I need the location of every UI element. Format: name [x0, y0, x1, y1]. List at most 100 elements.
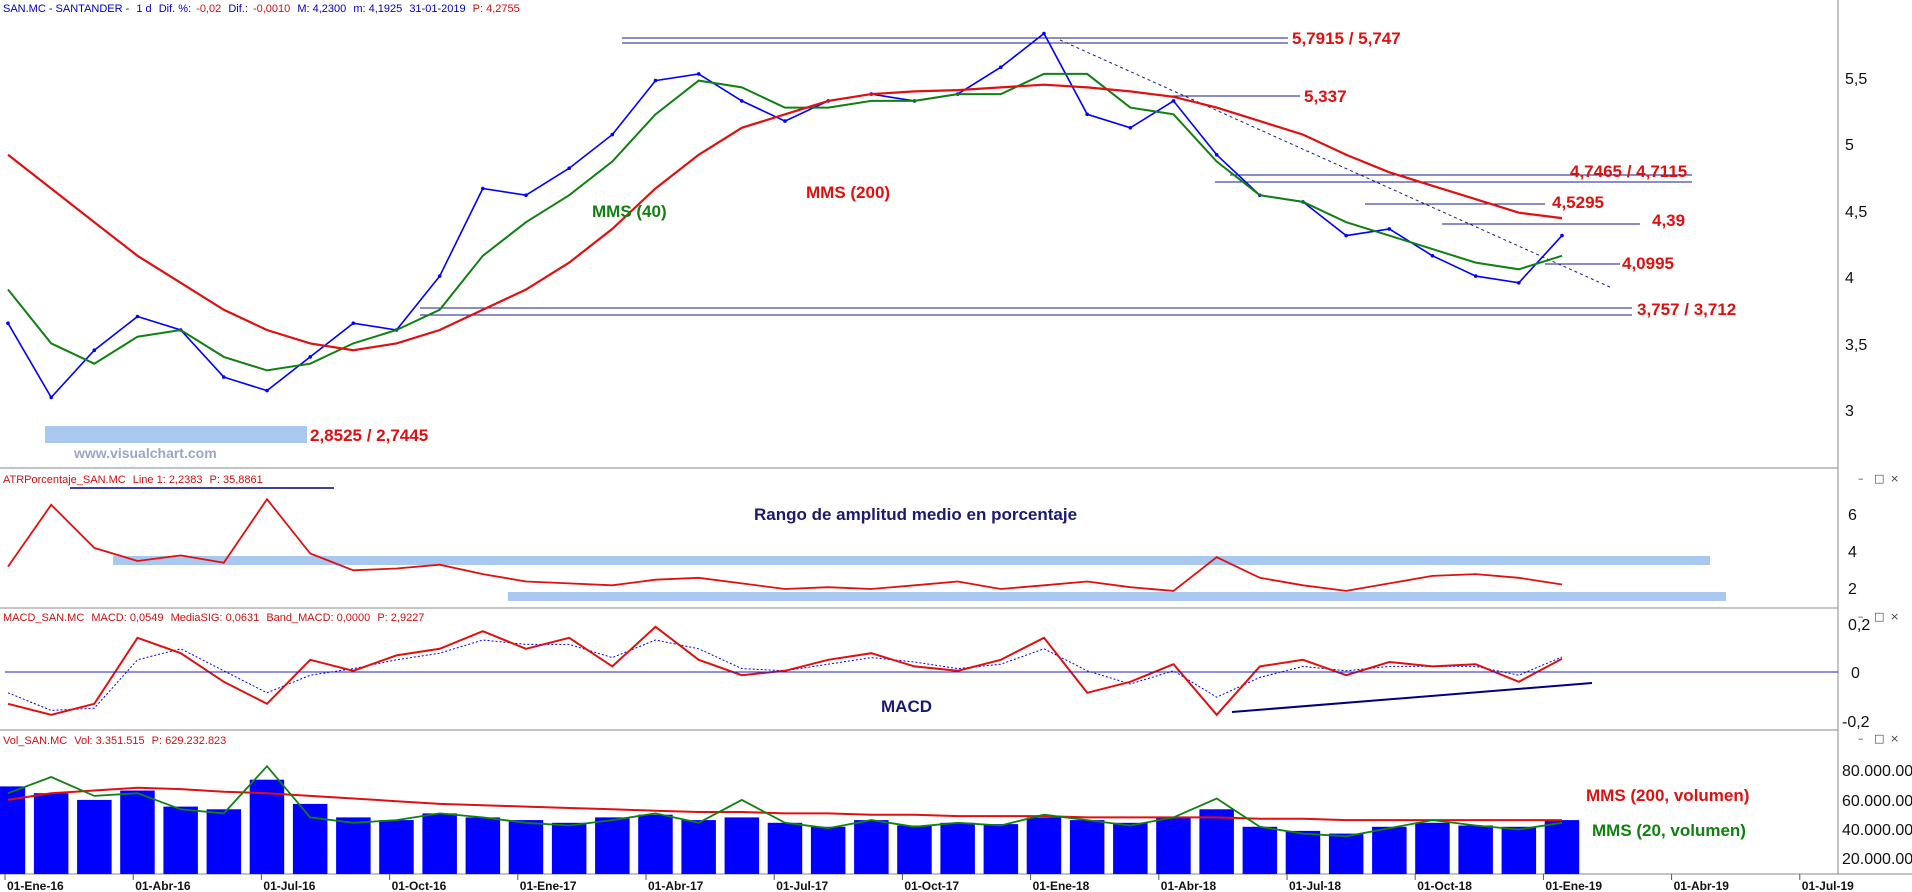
price-point: [351, 321, 356, 326]
volume-bar: [1372, 826, 1407, 874]
price-point: [437, 274, 442, 278]
price-point: [222, 375, 226, 379]
level-label: 4,5295: [1552, 193, 1604, 212]
axis-tick: 20.000.000: [1842, 851, 1912, 868]
volume-bar: [983, 824, 1019, 874]
price-point: [1344, 233, 1348, 238]
level-label: 5,337: [1304, 87, 1347, 106]
volume-panel-controls[interactable]: – □ ×: [1858, 732, 1899, 745]
volume-bar: [422, 813, 457, 874]
volume-header: Vol_SAN.MC Vol: 3.351.515 P: 629.232.823: [3, 735, 226, 747]
date-label: 01-Abr-17: [648, 879, 704, 892]
watermark: www.visualchart.com: [73, 445, 217, 461]
price-point: [740, 99, 744, 103]
volume-bar: [940, 822, 975, 874]
date-label: 01-Jul-19: [1802, 879, 1854, 892]
level-lines: [420, 37, 1692, 316]
axis-tick: 3,5: [1845, 337, 1867, 354]
axis-tick: 40.000.000: [1842, 822, 1912, 839]
price-point: [1517, 281, 1521, 285]
price-point: [1430, 254, 1435, 258]
atr-line: [7, 497, 1563, 592]
price-point: [567, 166, 571, 170]
volume-bar: [206, 809, 242, 874]
maximize-icon[interactable]: □: [1874, 610, 1884, 623]
atr-series-layer: [7, 497, 1563, 592]
level-label: 2,8525 / 2,7445: [310, 426, 428, 445]
level-label: 3,757 / 3,712: [1637, 300, 1736, 319]
volume-bar: [681, 820, 716, 874]
macd-axis: 0,2 0 -0,2: [1842, 617, 1870, 731]
price-point: [1042, 31, 1046, 36]
volume-bar: [1501, 826, 1537, 874]
level-label: 4,7465 / 4,7115: [1570, 162, 1687, 181]
atr-panel-controls[interactable]: – □ ×: [1858, 472, 1899, 485]
minimize-icon[interactable]: –: [1858, 732, 1864, 745]
price-point: [1560, 233, 1564, 238]
level-label: 5,7915 / 5,747: [1292, 29, 1401, 48]
axis-tick: 0: [1851, 665, 1860, 682]
close-icon[interactable]: ×: [1890, 610, 1899, 623]
downtrend-line: [1059, 39, 1613, 289]
axis-tick: 5: [1845, 137, 1854, 154]
price-point: [6, 321, 10, 326]
axis-tick: -0,2: [1842, 714, 1870, 731]
price-series-layer: [6, 31, 1564, 400]
volume-bar: [638, 814, 673, 874]
minimize-icon[interactable]: –: [1858, 472, 1864, 485]
volume-bar: [465, 817, 501, 874]
date-label: 01-Abr-18: [1161, 879, 1217, 892]
volume-bar: [292, 803, 328, 874]
price-point: [653, 78, 658, 83]
price-axis: 5,5 5 4,5 4 3,5 3: [1845, 71, 1867, 420]
mms40-line: [7, 72, 1563, 372]
mms200-label: MMS (200): [806, 183, 890, 202]
mms40-label: MMS (40): [592, 202, 667, 221]
price-point: [481, 186, 485, 191]
date-label: 01-Abr-16: [135, 879, 191, 892]
atr-axis: 6 4 2: [1848, 507, 1857, 598]
price-point: [1128, 126, 1133, 130]
close-icon[interactable]: ×: [1890, 472, 1899, 485]
axis-tick: 4,5: [1845, 204, 1867, 221]
price-point: [696, 72, 701, 76]
volume-bar: [595, 817, 630, 874]
maximize-icon[interactable]: □: [1874, 732, 1884, 745]
atr-title: Rango de amplitud medio en porcentaje: [754, 505, 1077, 524]
atr-header: ATRPorcentaje_SAN.MC Line 1: 2,2383 P: 3…: [3, 474, 263, 486]
atr-upper-band: [113, 556, 1710, 565]
close-icon[interactable]: ×: [1890, 732, 1899, 745]
mms200-line: [7, 83, 1563, 352]
axis-tick: 4: [1848, 544, 1857, 561]
volume-bar: [1285, 830, 1321, 874]
volume-bar: [120, 790, 155, 874]
atr-lower-band: [508, 592, 1726, 601]
level-label: 4,0995: [1622, 254, 1674, 273]
macd-series-layer: [7, 625, 1563, 717]
price-point: [1214, 153, 1219, 157]
maximize-icon[interactable]: □: [1874, 472, 1884, 485]
axis-tick: 80.000.000: [1842, 763, 1912, 780]
volume-bar: [1415, 822, 1450, 874]
macd-signal-line: [7, 639, 1563, 711]
price-point: [1387, 227, 1392, 231]
volume-axis: 80.000.000 60.000.000 40.000.000 20.000.…: [1842, 763, 1912, 868]
volume-bar: [1458, 825, 1493, 874]
axis-tick: 4: [1845, 270, 1854, 287]
volume-bar: [1242, 826, 1278, 874]
date-label: 01-Jul-17: [776, 879, 828, 892]
date-label: 01-Oct-18: [1417, 879, 1472, 892]
volume-bar: [77, 799, 112, 874]
macd-panel-controls[interactable]: – □ ×: [1858, 610, 1899, 623]
price-header: SAN.MC - SANTANDER - 1 d Dif. %: -0,02 D…: [3, 3, 520, 15]
volume-bar: [1026, 817, 1062, 874]
minimize-icon[interactable]: –: [1858, 610, 1864, 623]
price-point: [265, 388, 269, 393]
vol-mms20-label: MMS (20, volumen): [1592, 821, 1746, 840]
volume-bar: [33, 793, 69, 874]
price-point: [135, 314, 140, 319]
volume-series-layer: [0, 764, 1580, 874]
volume-bar: [724, 817, 760, 874]
price-point: [999, 65, 1003, 69]
